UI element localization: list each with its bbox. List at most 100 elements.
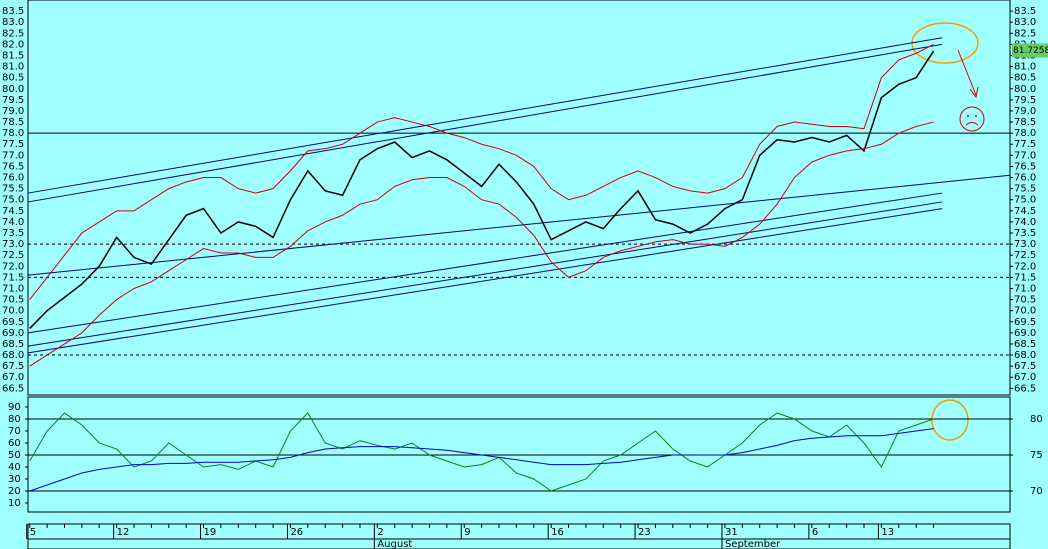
y2-tick-label: 73.5	[1014, 228, 1036, 239]
x-tick-label: 5	[30, 527, 36, 538]
y-tick-label: 71.0	[2, 283, 24, 294]
y2-tick-label: 78.0	[1014, 128, 1036, 139]
y2-tick-label: 72.5	[1014, 250, 1036, 261]
last-price-box	[1012, 43, 1048, 58]
channel-line	[27, 201, 943, 347]
y2-tick-label: 68.5	[1014, 339, 1036, 350]
date-axis	[27, 523, 1011, 549]
x-tick-label: 23	[638, 527, 651, 538]
x-tick-label: 6	[812, 527, 818, 538]
y-tick-label: 78.0	[2, 128, 24, 139]
y2-tick-label: 80	[1030, 414, 1043, 425]
y-tick-label: 81.5	[2, 50, 24, 61]
channel-line	[27, 37, 943, 194]
y-tick-label: 20	[8, 486, 21, 497]
y2-tick-label: 74.5	[1014, 206, 1036, 217]
y-tick-label: 90	[8, 402, 21, 413]
y-tick-label: 70.0	[2, 306, 24, 317]
y-tick-label: 72.5	[2, 250, 24, 261]
y-tick-label: 60	[8, 438, 21, 449]
month-label: August	[377, 539, 412, 549]
y-tick-label: 81.0	[2, 62, 24, 73]
y2-tick-label: 83.0	[1014, 17, 1036, 28]
price-panel	[27, 0, 1011, 396]
y-tick-label: 71.5	[2, 272, 24, 283]
y-tick-label: 73.5	[2, 228, 24, 239]
y2-tick-label: 76.5	[1014, 161, 1036, 172]
y-tick-label: 78.5	[2, 117, 24, 128]
y-tick-label: 75.5	[2, 184, 24, 195]
y2-tick-label: 76.0	[1014, 173, 1036, 184]
y-tick-label: 80.5	[2, 73, 24, 84]
y-tick-label: 50	[8, 450, 21, 461]
x-tick-label: 26	[290, 527, 303, 538]
y2-tick-label: 72.0	[1014, 261, 1036, 272]
y-tick-label: 40	[8, 462, 21, 473]
y-tick-label: 82.5	[2, 28, 24, 39]
y2-tick-label: 77.5	[1014, 139, 1036, 150]
y-tick-label: 76.5	[2, 161, 24, 172]
y2-tick-label: 69.0	[1014, 328, 1036, 339]
x-tick-label: 12	[117, 527, 130, 538]
y-tick-label: 70	[8, 426, 21, 437]
y2-tick-label: 79.5	[1014, 95, 1036, 106]
y-tick-label: 68.0	[2, 350, 24, 361]
x-tick-label: 31	[725, 527, 738, 538]
y2-tick-label: 80.5	[1014, 73, 1036, 84]
y2-tick-label: 73.0	[1014, 239, 1036, 250]
y-tick-label: 82.0	[2, 39, 24, 50]
x-tick-label: 19	[204, 527, 217, 538]
last-price-label: 81.7258	[1013, 46, 1048, 56]
y2-tick-label: 68.0	[1014, 350, 1036, 361]
channel-line	[27, 192, 943, 334]
y2-tick-label: 83.5	[1014, 6, 1036, 17]
x-tick-label: 16	[551, 527, 564, 538]
y2-tick-label: 67.0	[1014, 372, 1036, 383]
price-line	[29, 50, 935, 329]
y-tick-label: 83.0	[2, 17, 24, 28]
y2-tick-label: 70	[1030, 486, 1043, 497]
y-tick-label: 83.5	[2, 6, 24, 17]
y-tick-label: 80	[8, 414, 21, 425]
annotation-arrow	[957, 49, 977, 96]
y-tick-label: 79.5	[2, 95, 24, 106]
price-line	[29, 43, 934, 300]
channel-line	[27, 208, 943, 354]
y-tick-label: 74.5	[2, 206, 24, 217]
y-tick-label: 10	[8, 498, 21, 509]
month-label: September	[725, 539, 781, 549]
oscillator-line	[29, 428, 934, 492]
y-tick-label: 74.0	[2, 217, 24, 228]
y-tick-label: 68.5	[2, 339, 24, 350]
y2-tick-label: 79.0	[1014, 106, 1036, 117]
y2-tick-label: 77.0	[1014, 150, 1036, 161]
y2-tick-label: 71.0	[1014, 283, 1036, 294]
y-tick-label: 77.5	[2, 139, 24, 150]
sad-face	[959, 106, 985, 132]
y-tick-label: 67.0	[2, 372, 24, 383]
y2-tick-label: 75.0	[1014, 195, 1036, 206]
y-tick-label: 76.0	[2, 173, 24, 184]
y2-tick-label: 80.0	[1014, 84, 1036, 95]
x-tick-label: 9	[464, 527, 470, 538]
y2-tick-label: 81.0	[1014, 62, 1036, 73]
face-mouth	[965, 122, 979, 126]
y-tick-label: 70.5	[2, 295, 24, 306]
y-tick-label: 67.5	[2, 361, 24, 372]
y2-tick-label: 70.5	[1014, 295, 1036, 306]
y-tick-label: 66.5	[2, 383, 24, 394]
face-eye	[967, 115, 969, 117]
x-tick-label: 2	[377, 527, 383, 538]
y-tick-label: 75.0	[2, 195, 24, 206]
face-eye	[975, 115, 977, 117]
channel-line	[27, 43, 943, 203]
channel-line	[27, 174, 1011, 276]
y2-tick-label: 66.5	[1014, 383, 1036, 394]
y2-tick-label: 75	[1030, 450, 1043, 461]
price-line	[29, 121, 934, 367]
y-tick-label: 30	[8, 474, 21, 485]
y-tick-label: 69.0	[2, 328, 24, 339]
arrow-head	[969, 86, 979, 99]
y2-tick-label: 67.5	[1014, 361, 1036, 372]
